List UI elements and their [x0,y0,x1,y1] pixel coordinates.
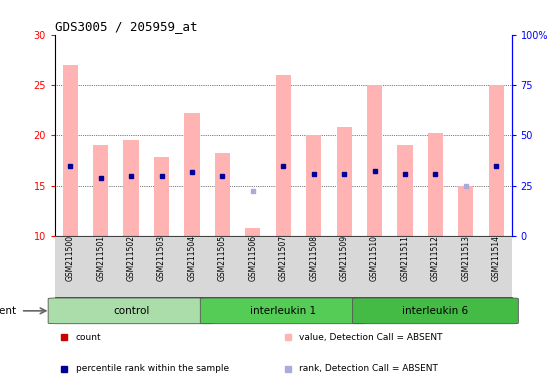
Bar [245,228,261,236]
Text: percentile rank within the sample: percentile rank within the sample [75,364,229,373]
FancyBboxPatch shape [48,298,214,324]
Bar [458,185,474,236]
FancyBboxPatch shape [353,298,518,324]
Text: rank, Detection Call = ABSENT: rank, Detection Call = ABSENT [299,364,438,373]
Bar [123,140,139,236]
Bar [367,85,382,236]
Bar [488,85,504,236]
Bar [214,154,230,236]
Text: GDS3005 / 205959_at: GDS3005 / 205959_at [55,20,197,33]
Bar [397,146,412,236]
Bar [276,75,291,236]
Bar [63,65,78,236]
Text: interleukin 1: interleukin 1 [250,306,316,316]
Text: agent: agent [0,306,16,316]
Text: value, Detection Call = ABSENT: value, Detection Call = ABSENT [299,333,443,342]
Bar [93,146,108,236]
Bar [337,127,352,236]
Bar [154,157,169,236]
Bar [306,135,321,236]
Text: interleukin 6: interleukin 6 [403,306,469,316]
FancyBboxPatch shape [200,298,366,324]
Bar [184,113,200,236]
Text: count: count [75,333,101,342]
Text: control: control [113,306,149,316]
Bar [428,133,443,236]
